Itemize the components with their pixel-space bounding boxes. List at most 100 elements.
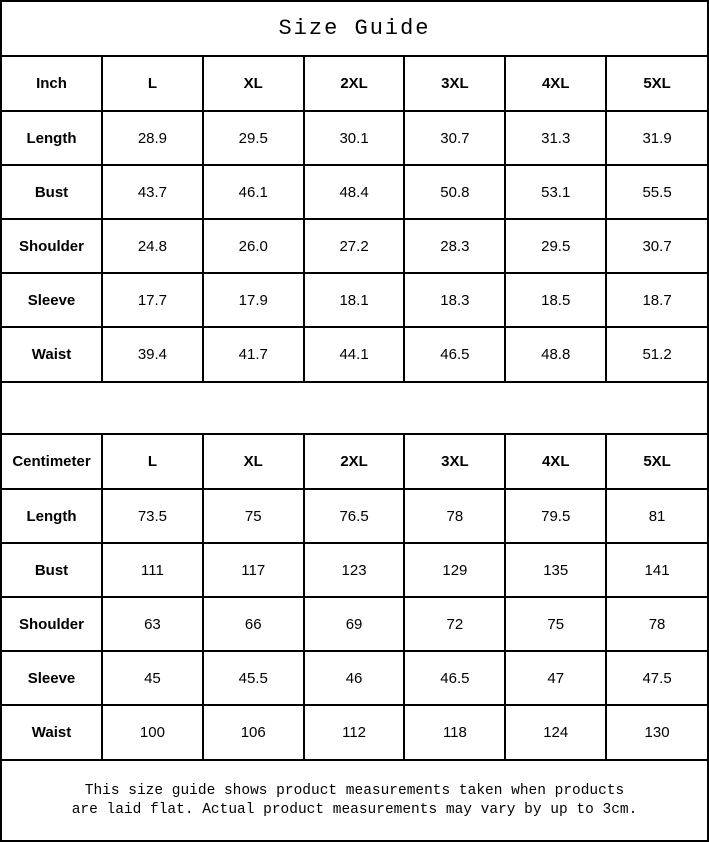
size-header-cell: 2XL: [302, 435, 406, 490]
measurement-cell: 30.7: [605, 218, 707, 274]
measurement-cell: 117: [201, 542, 305, 598]
table-row: Bust 111 117 123 129 135 141: [2, 542, 707, 598]
table-row: Waist 100 106 112 118 124 130: [2, 704, 707, 759]
size-header-cell: L: [101, 435, 204, 490]
measurement-cell: 112: [302, 704, 406, 759]
table-row: Sleeve 17.7 17.9 18.1 18.3 18.5 18.7: [2, 272, 707, 328]
size-header-cell: 5XL: [605, 57, 707, 112]
measurement-cell: 46.5: [403, 650, 507, 706]
row-label-bust: Bust: [2, 164, 103, 220]
size-header-cell: L: [101, 57, 204, 112]
measurement-cell: 26.0: [201, 218, 305, 274]
measurement-cell: 30.7: [403, 110, 507, 166]
row-label-waist: Waist: [2, 326, 103, 381]
measurement-cell: 51.2: [605, 326, 707, 381]
measurement-cell: 31.3: [504, 110, 608, 166]
measurement-cell: 66: [201, 596, 305, 652]
measurement-cell: 28.9: [101, 110, 204, 166]
title-bar: Size Guide: [2, 2, 707, 57]
size-header-cell: 4XL: [504, 435, 608, 490]
measurement-cell: 55.5: [605, 164, 707, 220]
row-label-length: Length: [2, 110, 103, 166]
table-row: Shoulder 63 66 69 72 75 78: [2, 596, 707, 652]
measurement-cell: 45.5: [201, 650, 305, 706]
centimeter-table: Centimeter L XL 2XL 3XL 4XL 5XL Length 7…: [2, 435, 707, 759]
size-header-cell: XL: [201, 57, 305, 112]
measurement-cell: 124: [504, 704, 608, 759]
measurement-cell: 129: [403, 542, 507, 598]
measurement-cell: 141: [605, 542, 707, 598]
measurement-cell: 31.9: [605, 110, 707, 166]
table-gap: [2, 383, 707, 435]
table-row: Length 73.5 75 76.5 78 79.5 81: [2, 488, 707, 544]
table-row: Bust 43.7 46.1 48.4 50.8 53.1 55.5: [2, 164, 707, 220]
measurement-cell: 81: [605, 488, 707, 544]
measurement-cell: 47.5: [605, 650, 707, 706]
measurement-cell: 123: [302, 542, 406, 598]
measurement-cell: 130: [605, 704, 707, 759]
size-header-cell: 5XL: [605, 435, 707, 490]
measurement-cell: 79.5: [504, 488, 608, 544]
size-header-cell: 2XL: [302, 57, 406, 112]
size-header-cell: 3XL: [403, 435, 507, 490]
table-row: Shoulder 24.8 26.0 27.2 28.3 29.5 30.7: [2, 218, 707, 274]
divider: [2, 759, 707, 761]
measurement-cell: 30.1: [302, 110, 406, 166]
measurement-cell: 27.2: [302, 218, 406, 274]
measurement-cell: 41.7: [201, 326, 305, 381]
row-label-length: Length: [2, 488, 103, 544]
table-row: Sleeve 45 45.5 46 46.5 47 47.5: [2, 650, 707, 706]
measurement-cell: 18.5: [504, 272, 608, 328]
table-row: Centimeter L XL 2XL 3XL 4XL 5XL: [2, 435, 707, 490]
row-label-waist: Waist: [2, 704, 103, 759]
size-header-cell: XL: [201, 435, 305, 490]
measurement-cell: 72: [403, 596, 507, 652]
measurement-cell: 45: [101, 650, 204, 706]
measurement-cell: 75: [504, 596, 608, 652]
measurement-cell: 63: [101, 596, 204, 652]
measurement-cell: 47: [504, 650, 608, 706]
row-label-bust: Bust: [2, 542, 103, 598]
row-label-shoulder: Shoulder: [2, 596, 103, 652]
measurement-cell: 69: [302, 596, 406, 652]
table-row: Length 28.9 29.5 30.1 30.7 31.3 31.9: [2, 110, 707, 166]
table-row: Inch L XL 2XL 3XL 4XL 5XL: [2, 57, 707, 112]
measurement-cell: 118: [403, 704, 507, 759]
footer-line-2: are laid flat. Actual product measuremen…: [71, 801, 638, 818]
measurement-cell: 18.3: [403, 272, 507, 328]
measurement-cell: 18.1: [302, 272, 406, 328]
measurement-cell: 100: [101, 704, 204, 759]
measurement-cell: 17.7: [101, 272, 204, 328]
measurement-cell: 48.4: [302, 164, 406, 220]
measurement-cell: 28.3: [403, 218, 507, 274]
measurement-cell: 75: [201, 488, 305, 544]
page-title: Size Guide: [278, 16, 431, 41]
measurement-cell: 39.4: [101, 326, 204, 381]
measurement-cell: 78: [605, 596, 707, 652]
measurement-cell: 111: [101, 542, 204, 598]
measurement-cell: 29.5: [504, 218, 608, 274]
measurement-cell: 29.5: [201, 110, 305, 166]
measurement-cell: 18.7: [605, 272, 707, 328]
measurement-cell: 53.1: [504, 164, 608, 220]
row-label-shoulder: Shoulder: [2, 218, 103, 274]
row-label-sleeve: Sleeve: [2, 650, 103, 706]
size-header-cell: 3XL: [403, 57, 507, 112]
measurement-cell: 78: [403, 488, 507, 544]
measurement-cell: 46: [302, 650, 406, 706]
measurement-cell: 50.8: [403, 164, 507, 220]
size-header-cell: 4XL: [504, 57, 608, 112]
measurement-cell: 44.1: [302, 326, 406, 381]
unit-label-cell: Inch: [2, 57, 103, 112]
measurement-cell: 43.7: [101, 164, 204, 220]
unit-label-cell: Centimeter: [2, 435, 103, 490]
measurement-cell: 76.5: [302, 488, 406, 544]
measurement-cell: 135: [504, 542, 608, 598]
footer-line-1: This size guide shows product measuremen…: [84, 782, 625, 799]
footer-note: This size guide shows product measuremen…: [2, 761, 707, 840]
inch-table: Inch L XL 2XL 3XL 4XL 5XL Length 28.9 29…: [2, 57, 707, 381]
row-label-sleeve: Sleeve: [2, 272, 103, 328]
measurement-cell: 24.8: [101, 218, 204, 274]
measurement-cell: 106: [201, 704, 305, 759]
